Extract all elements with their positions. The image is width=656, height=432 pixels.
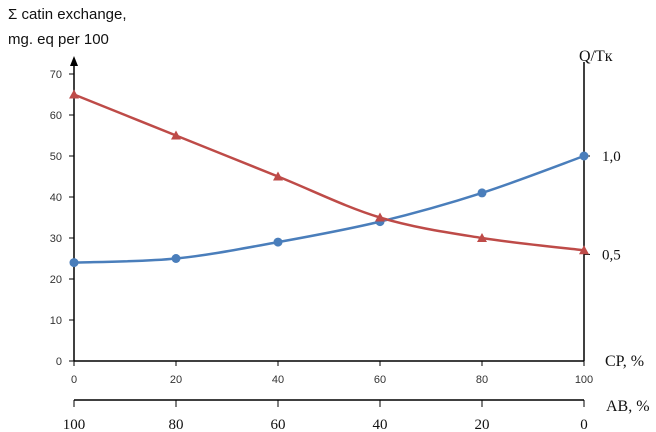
series-2-point <box>579 245 589 255</box>
y-ticks: 0 10 20 30 40 50 60 70 <box>50 69 74 368</box>
right-tick-label: 0,5 <box>602 247 621 263</box>
y-tick-label: 40 <box>50 192 62 204</box>
x-tick-label: 80 <box>476 374 488 386</box>
series-1-point <box>69 258 79 268</box>
second-x-tick-label: 40 <box>373 417 388 432</box>
second-x-tick-label: 80 <box>169 417 184 432</box>
x-tick-label: 40 <box>272 374 284 386</box>
series-2-point <box>375 212 385 222</box>
second-x-tick-label: 20 <box>475 417 490 432</box>
series-2-point <box>69 89 79 99</box>
right-axis-title: Q/Tк <box>579 48 613 65</box>
series-1-point <box>171 254 181 263</box>
series-layer <box>69 89 589 268</box>
second-x-ticks: 100 80 60 40 20 0 <box>63 400 588 432</box>
series-line-2 <box>73 93 585 252</box>
y-axis-title-line-1: Σ catin exchange, <box>8 6 127 23</box>
y-tick-label: 30 <box>50 233 62 245</box>
axes <box>70 56 585 401</box>
second-x-tick-label: 100 <box>63 417 86 432</box>
series-1-point <box>579 151 589 161</box>
y-tick-label: 60 <box>50 110 62 122</box>
y-tick-label: 0 <box>56 356 62 368</box>
y-tick-label: 10 <box>50 315 62 327</box>
series-line-1 <box>73 154 585 264</box>
left-axis-arrow <box>70 56 78 66</box>
y-axis-title-line-2: mg. eq per 100 <box>8 31 109 48</box>
y-tick-label: 70 <box>50 69 62 81</box>
x-tick-label: 60 <box>374 374 386 386</box>
series-1-point <box>477 188 487 198</box>
x-tick-label: 20 <box>170 374 182 386</box>
y-tick-label: 20 <box>50 274 62 286</box>
series-2-point <box>477 233 487 242</box>
x-ticks: 0 20 40 60 80 100 <box>71 361 593 386</box>
right-axis-ticks: 1,0 0,5 <box>584 149 621 263</box>
series-1-point <box>273 237 283 247</box>
second-x-axis-title: AB, % <box>606 398 650 415</box>
x-tick-label: 100 <box>575 374 593 386</box>
second-x-tick-label: 0 <box>580 417 588 432</box>
series-2-point <box>273 171 283 181</box>
x-axis-title: CP, % <box>605 353 644 370</box>
series-2-point <box>171 130 181 140</box>
second-x-tick-label: 60 <box>271 417 286 432</box>
x-tick-label: 0 <box>71 374 77 386</box>
right-tick-label: 1,0 <box>602 149 621 165</box>
y-tick-label: 50 <box>50 151 62 163</box>
